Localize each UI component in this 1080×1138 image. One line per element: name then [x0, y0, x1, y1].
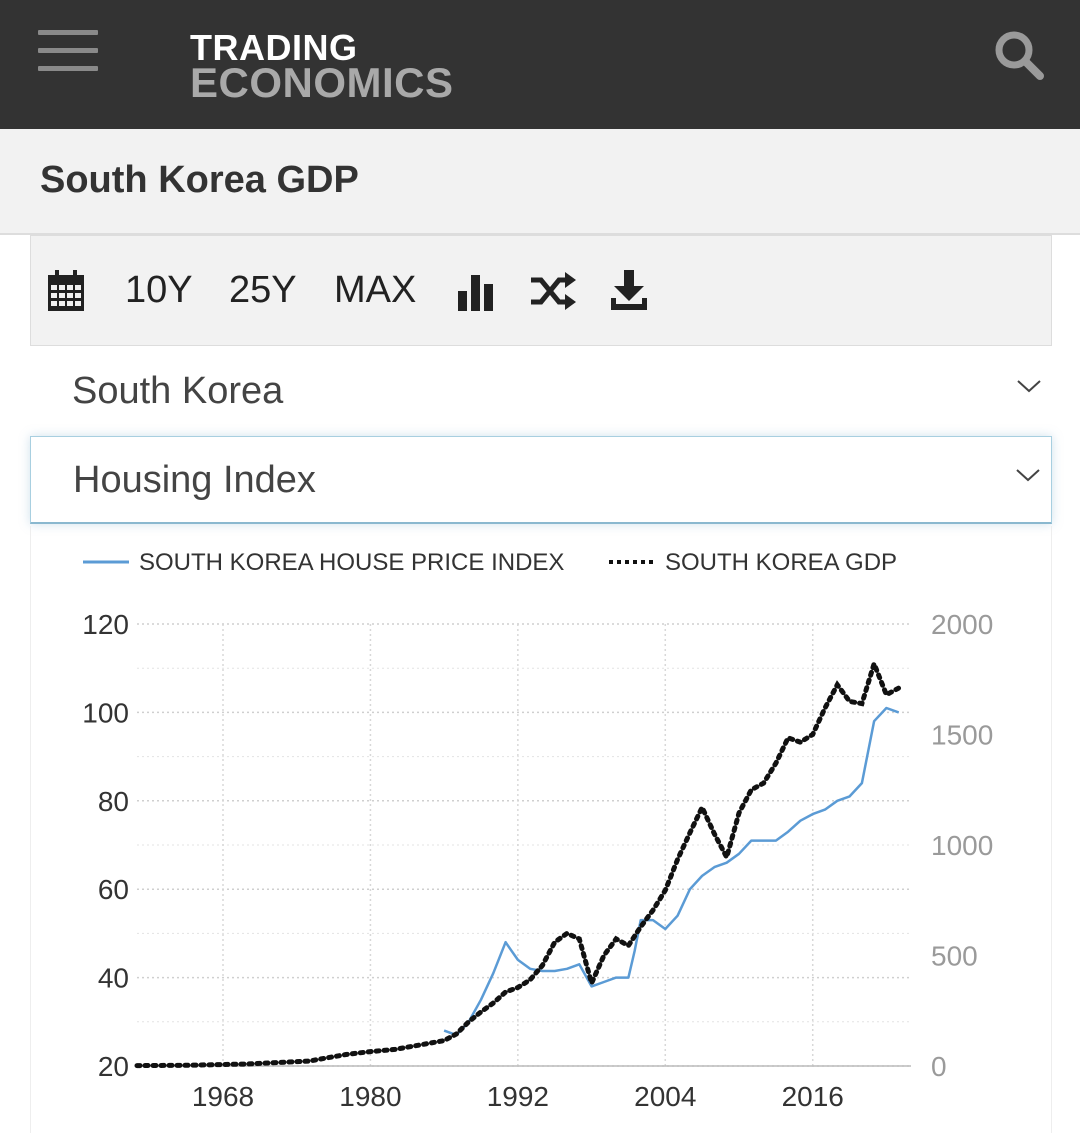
shuffle-icon[interactable] [529, 236, 577, 345]
y-right-tick-label: 1500 [931, 720, 993, 751]
hamburger-menu-icon[interactable] [38, 30, 98, 72]
chart-toolbar: 10Y 25Y MAX [30, 235, 1052, 346]
y-left-tick-label: 20 [98, 1051, 129, 1082]
legend-label-house-price: SOUTH KOREA HOUSE PRICE INDEX [139, 549, 564, 576]
range-max-button[interactable]: MAX [334, 269, 417, 311]
logo-line-1: TRADING [190, 27, 358, 68]
page-title-bar: South Korea GDP [0, 129, 1080, 235]
bar-chart-icon[interactable] [457, 236, 497, 345]
y-left-tick-label: 60 [98, 874, 129, 905]
top-navigation-bar: TRADING ECONOMICS [0, 0, 1080, 129]
chart-series [134, 656, 902, 1069]
y-right-tick-label: 500 [931, 941, 978, 972]
series-line-gdp [134, 656, 902, 1069]
y-right-tick-label: 1000 [931, 830, 993, 861]
x-tick-label: 2004 [634, 1081, 696, 1112]
chart-grid [137, 623, 911, 1067]
indicator-select-value: Housing Index [73, 459, 316, 501]
y-left-tick-label: 80 [98, 786, 129, 817]
chart-axes: 20 40 60 80 100 120 0 500 1000 1500 2000 1968 1980 19… [82, 609, 993, 1112]
chevron-down-icon [1016, 378, 1042, 399]
chart-legend: SOUTH KOREA HOUSE PRICE INDEX SOUTH KORE… [83, 549, 897, 576]
chart-area: SOUTH KOREA HOUSE PRICE INDEX SOUTH KORE… [30, 526, 1052, 1133]
page-title: South Korea GDP [40, 159, 359, 201]
y-left-tick-label: 100 [82, 697, 129, 728]
indicator-select[interactable]: Housing Index [30, 436, 1052, 524]
x-tick-label: 1992 [487, 1081, 549, 1112]
house-price-vs-gdp-chart: SOUTH KOREA HOUSE PRICE INDEX SOUTH KORE… [82, 549, 993, 1112]
y-left-tick-label: 120 [82, 609, 129, 640]
chevron-down-icon [1015, 467, 1041, 488]
calendar-icon[interactable] [47, 236, 85, 345]
site-logo[interactable]: TRADING ECONOMICS [190, 30, 454, 104]
country-select-value: South Korea [72, 370, 284, 412]
y-right-tick-label: 0 [931, 1051, 947, 1082]
y-right-tick-label: 2000 [931, 609, 993, 640]
range-25y-button[interactable]: 25Y [229, 269, 297, 311]
x-tick-label: 1968 [192, 1081, 254, 1112]
y-left-tick-label: 40 [98, 963, 129, 994]
x-tick-label: 1980 [339, 1081, 401, 1112]
x-tick-label: 2016 [782, 1081, 844, 1112]
search-icon[interactable] [990, 26, 1050, 86]
series-line-house-price [443, 706, 900, 1037]
range-10y-button[interactable]: 10Y [125, 269, 193, 311]
logo-line-2: ECONOMICS [190, 59, 454, 106]
country-select[interactable]: South Korea [30, 348, 1052, 434]
legend-label-gdp: SOUTH KOREA GDP [665, 549, 897, 576]
download-icon[interactable] [609, 236, 649, 345]
